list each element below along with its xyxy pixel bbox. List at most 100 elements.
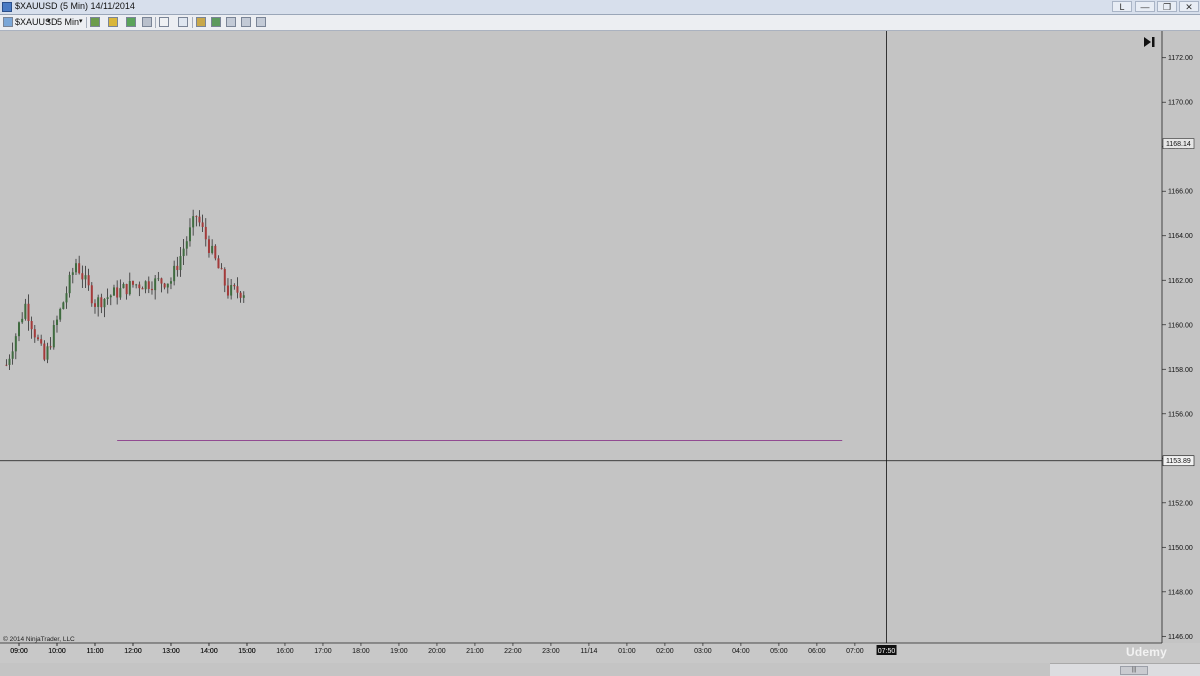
toolbar-separator — [86, 17, 87, 28]
price-tick-label: 1148.00 — [1168, 589, 1193, 596]
candle-body — [211, 245, 214, 253]
interval-dropdown-icon[interactable]: ▾ — [79, 18, 83, 25]
candle-body — [144, 281, 147, 290]
price-tick-label: 1158.00 — [1168, 367, 1193, 374]
candle-body — [214, 245, 217, 259]
candle-body — [198, 216, 201, 223]
candle-body — [182, 248, 185, 257]
interval-selector[interactable]: 5 Min — [57, 17, 80, 27]
instrument-dropdown-icon[interactable]: ▾ — [47, 18, 51, 25]
candle-body — [131, 281, 134, 285]
candle-body — [195, 216, 198, 217]
time-tick-label: 10:00 — [48, 648, 66, 655]
candle-body — [90, 285, 93, 304]
crosshair-time-box — [876, 645, 897, 655]
properties-icon[interactable] — [241, 17, 251, 27]
strategies-icon[interactable] — [226, 17, 236, 27]
candle-body — [122, 284, 125, 289]
time-axis-area — [0, 643, 1200, 663]
candle-body — [204, 226, 207, 240]
overlays-layer — [0, 31, 1162, 643]
candle-body — [93, 303, 96, 307]
candle-body — [239, 292, 242, 298]
candle-body — [14, 336, 17, 352]
price-tick-label: 1166.00 — [1168, 189, 1193, 196]
time-tick-label: 13:00 — [162, 648, 180, 655]
candle-body — [188, 227, 191, 242]
title-bar: $XAUUSD (5 Min) 14/11/2014 L — ❐ ✕ — [0, 0, 1200, 15]
candle-body — [223, 269, 226, 286]
candle-body — [201, 222, 204, 227]
candle-body — [125, 284, 128, 295]
price-tick-label: 1172.00 — [1168, 55, 1193, 62]
window-title: $XAUUSD (5 Min) 14/11/2014 — [15, 1, 135, 11]
time-tick-label: 14:00 — [200, 648, 218, 655]
time-tick-label: 11:00 — [86, 648, 103, 655]
pencil-icon[interactable] — [108, 17, 118, 27]
current-price-label: 1168.14 — [1166, 141, 1191, 148]
candle-body — [242, 295, 245, 298]
candle-body — [65, 293, 68, 303]
candle-body — [135, 284, 138, 286]
candle-body — [97, 297, 100, 307]
draw-disabled-icon[interactable] — [142, 17, 152, 27]
time-tick-label: 19:00 — [390, 648, 408, 655]
candle-body — [157, 278, 160, 280]
time-axis: 09:00 10:00 11:00 12:00 13:00 14:00 15:00 16:00… — [10, 643, 897, 655]
time-tick-label: 09:00 — [10, 648, 28, 655]
time-tick-label: 21:00 — [466, 648, 484, 655]
time-tick-label: 03:00 — [694, 648, 712, 655]
maximize-button[interactable]: ❐ — [1157, 1, 1177, 12]
candle-body — [112, 287, 115, 296]
minimize-button[interactable]: — — [1135, 1, 1155, 12]
candle-body — [84, 275, 87, 280]
crosshair-price-label: 1153.89 — [1166, 458, 1191, 465]
candle-body — [8, 358, 11, 365]
candle-body — [11, 351, 14, 359]
time-tick-label: 13:00 — [162, 648, 180, 655]
candle-body — [68, 274, 71, 294]
candle-body — [217, 258, 220, 269]
crosshair-price-box — [1162, 455, 1195, 467]
templates-icon[interactable] — [256, 17, 266, 27]
candle-body — [185, 241, 188, 249]
close-button[interactable]: ✕ — [1179, 1, 1199, 12]
draw-line-icon[interactable] — [126, 17, 136, 27]
app-icon — [2, 2, 12, 12]
candle-body — [49, 346, 52, 348]
candle-body — [55, 319, 58, 326]
candle-body — [71, 272, 74, 275]
scroll-to-end-icon[interactable] — [1141, 35, 1157, 49]
candle-body — [40, 339, 43, 344]
candle-body — [220, 268, 223, 270]
candle-body — [74, 263, 77, 273]
chart-toolbar: $XAUUSD ▾ 5 Min ▾ — [0, 15, 1200, 31]
candle-body — [233, 285, 236, 287]
price-tick-label: 1156.00 — [1168, 411, 1193, 418]
candle-body — [236, 286, 239, 293]
candle-body — [21, 318, 24, 323]
indicators-icon[interactable] — [211, 17, 221, 27]
time-tick-label: 17:00 — [314, 648, 332, 655]
price-tick-label: 1146.00 — [1168, 634, 1193, 641]
candle-body — [33, 329, 36, 338]
data-box-icon[interactable] — [196, 17, 206, 27]
candle-body — [230, 285, 233, 296]
candle-body — [62, 302, 65, 310]
scrollbar-thumb[interactable]: ||| — [1120, 666, 1148, 675]
candle-body — [116, 287, 119, 298]
time-tick-label: 20:00 — [428, 648, 446, 655]
time-tick-label: 12:00 — [124, 648, 142, 655]
crosshair-icon[interactable] — [159, 17, 169, 27]
candle-body — [119, 288, 122, 298]
candle-body — [141, 288, 144, 290]
bar-type-icon[interactable] — [90, 17, 100, 27]
copyright-text: © 2014 NinjaTrader, LLC — [3, 636, 75, 643]
horizontal-scrollbar[interactable]: ||| — [1050, 663, 1200, 676]
price-chart[interactable]: 1172.001170.001168.001166.001164.001162.… — [0, 31, 1200, 675]
zoom-icon[interactable] — [178, 17, 188, 27]
instrument-selector[interactable]: $XAUUSD — [15, 17, 58, 27]
layout-button[interactable]: L — [1112, 1, 1132, 12]
candle-body — [24, 303, 27, 319]
candle-body — [81, 273, 84, 280]
